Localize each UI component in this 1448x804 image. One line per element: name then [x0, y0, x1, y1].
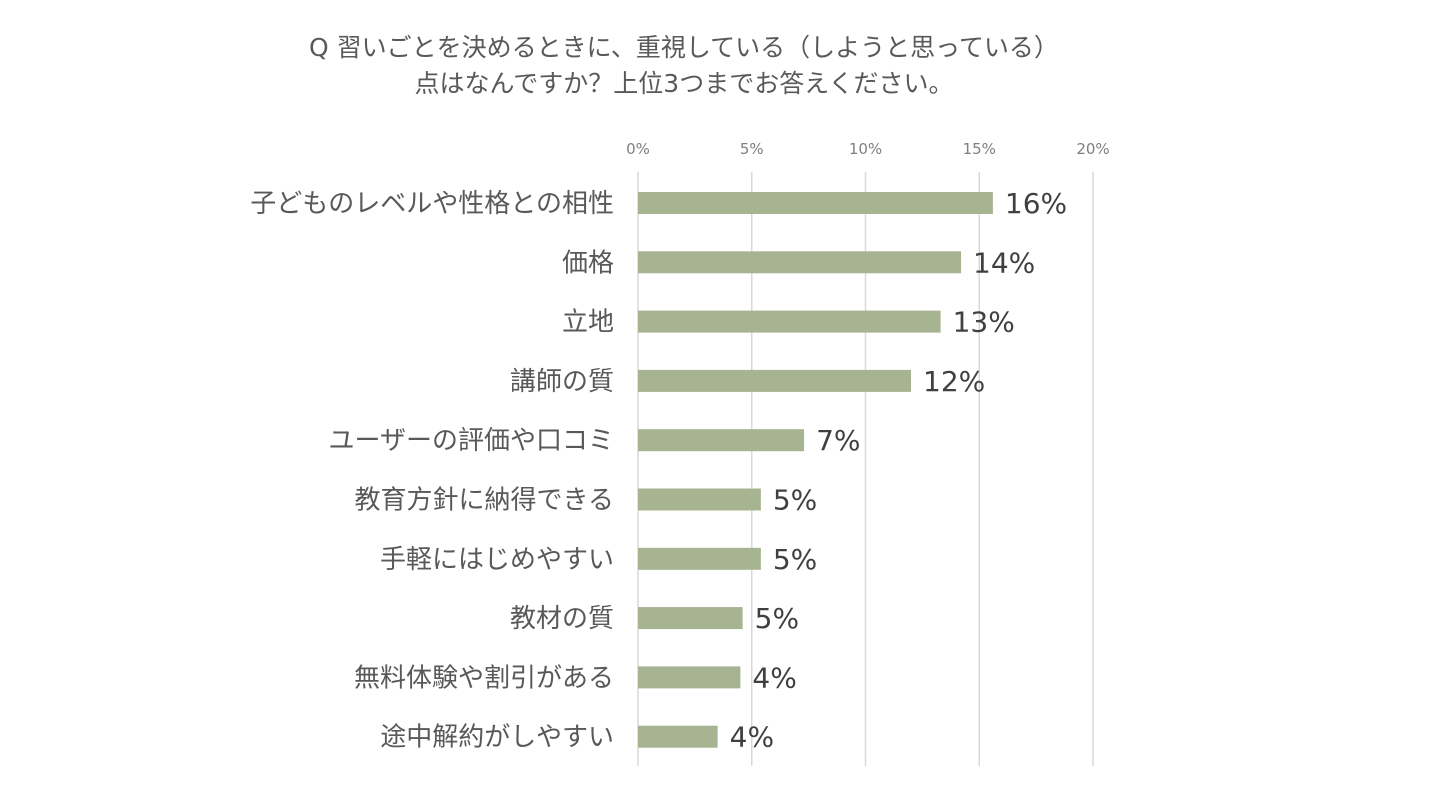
- bar-6: [638, 547, 761, 570]
- x-axis-ticks: 0% 5% 10% 15% 20%: [626, 140, 1110, 158]
- value-label-6: 5%: [773, 543, 817, 576]
- value-label-2: 13%: [953, 306, 1015, 339]
- bar-2: [638, 310, 941, 333]
- bar-0: [638, 192, 993, 214]
- chart-title-line-2: 点はなんですか？上位3つまでお答えください。: [414, 69, 954, 98]
- category-label-6: 手軽にはじめやすい: [380, 545, 614, 575]
- bar-1: [638, 251, 962, 274]
- value-label-3: 12%: [923, 365, 985, 398]
- bar-9: [638, 725, 718, 748]
- category-label-0: 子どものレベルや性格との相性: [250, 189, 614, 219]
- bar-8: [638, 666, 741, 689]
- category-label-5: 教育方針に納得できる: [355, 486, 614, 516]
- bars: [638, 192, 993, 748]
- chart-title-line-1: Q 習いごとを決めるときに、重視している（しようと思っている）: [309, 33, 1059, 62]
- value-label-4: 7%: [816, 424, 860, 457]
- bar-3: [638, 369, 911, 392]
- value-label-0: 16%: [1005, 187, 1067, 220]
- category-label-1: 価格: [562, 248, 614, 278]
- x-tick-label-0: 0%: [626, 140, 650, 158]
- bar-7: [638, 607, 743, 630]
- value-label-1: 14%: [973, 246, 1035, 279]
- category-label-7: 教材の質: [510, 604, 614, 634]
- category-label-8: 無料体験や割引がある: [354, 663, 614, 693]
- value-label-9: 4%: [730, 721, 774, 754]
- category-labels: 子どものレベルや性格との相性価格立地講師の質ユーザーの評価や口コミ教育方針に納得…: [250, 189, 614, 753]
- bar-5: [638, 488, 761, 511]
- value-label-8: 4%: [752, 661, 796, 694]
- value-label-7: 5%: [755, 602, 799, 635]
- value-label-5: 5%: [773, 484, 817, 517]
- category-label-3: 講師の質: [510, 367, 614, 397]
- x-tick-label-1: 5%: [740, 140, 764, 158]
- category-label-9: 途中解約がしやすい: [380, 723, 614, 753]
- x-tick-label-4: 20%: [1076, 140, 1109, 158]
- category-label-4: ユーザーの評価や口コミ: [329, 426, 614, 456]
- category-label-2: 立地: [562, 308, 614, 338]
- x-tick-label-2: 10%: [849, 140, 882, 158]
- x-tick-label-3: 15%: [963, 140, 996, 158]
- bar-4: [638, 429, 805, 452]
- value-labels: 16% 14% 13% 12% 7% 5% 5% 5% 4% 4%: [730, 187, 1068, 754]
